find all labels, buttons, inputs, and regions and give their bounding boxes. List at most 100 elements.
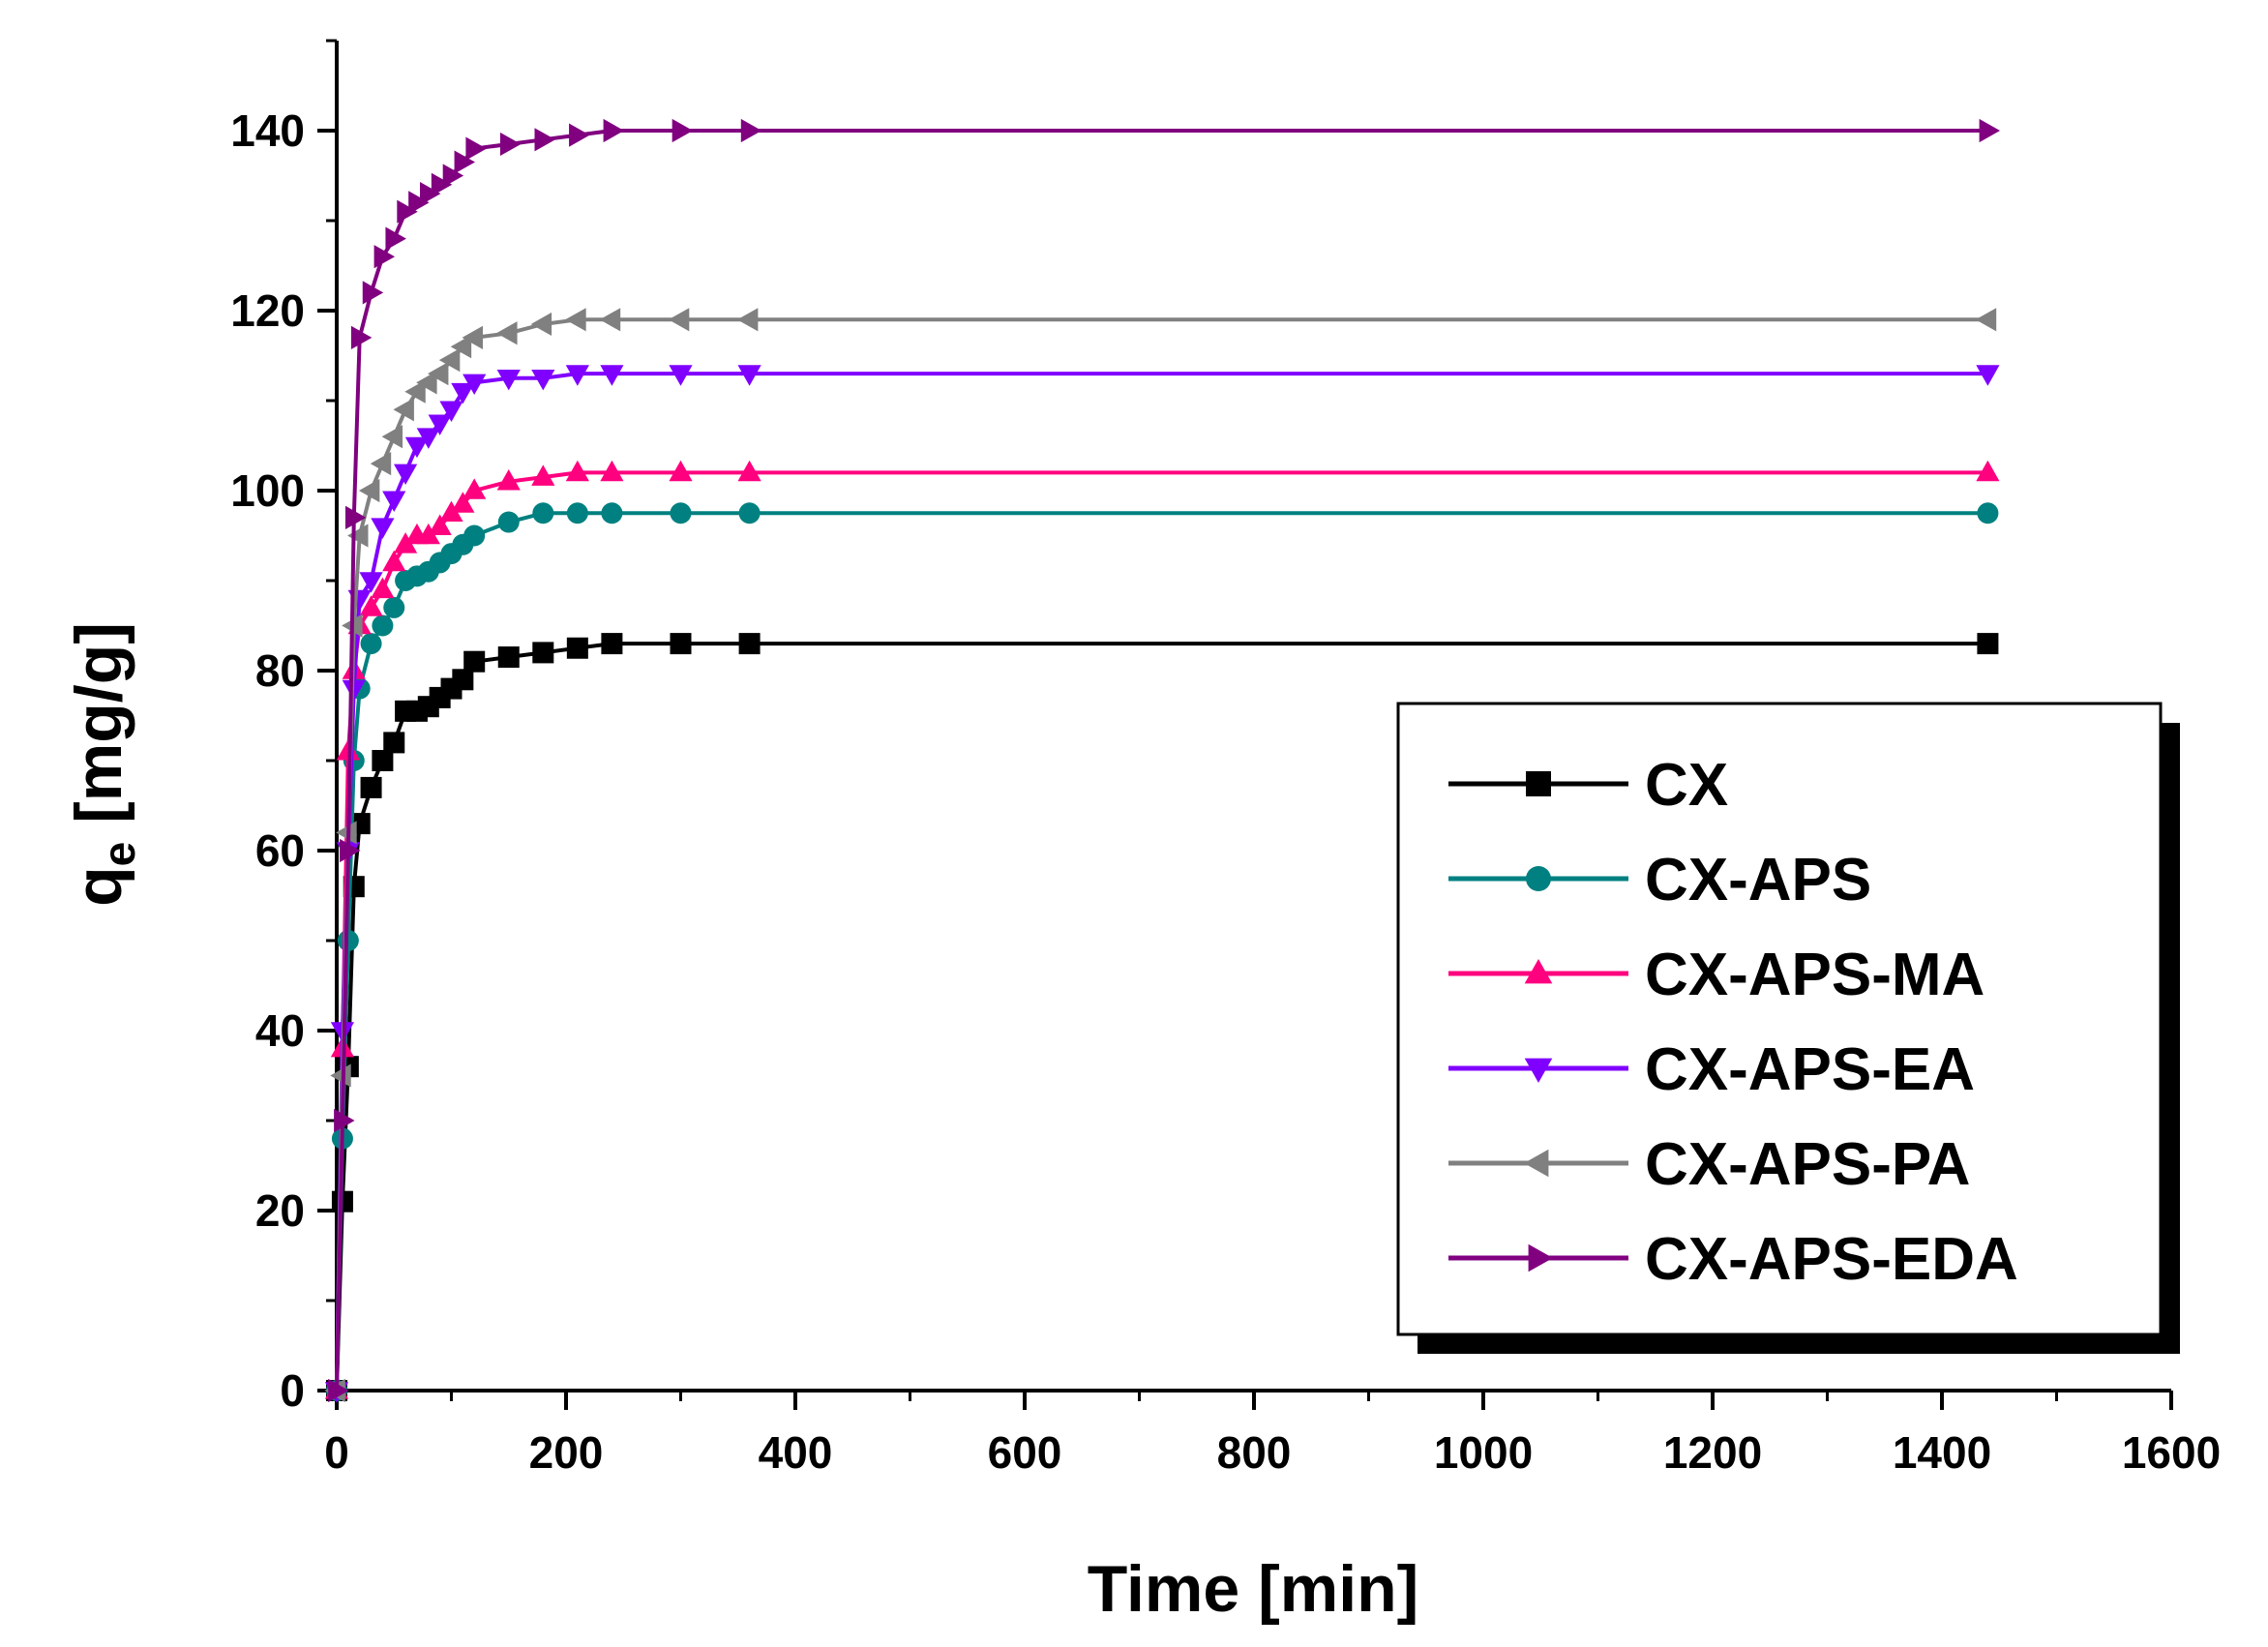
legend-item: CX-APS bbox=[1448, 847, 1871, 913]
data-point bbox=[439, 401, 463, 422]
data-point bbox=[463, 650, 486, 673]
data-point bbox=[530, 312, 552, 337]
y-axis-title-unit: [mg/g] bbox=[62, 622, 135, 842]
data-point bbox=[359, 595, 383, 616]
data-point bbox=[737, 365, 761, 386]
data-point bbox=[328, 1378, 349, 1403]
legend-label: CX-APS-EA bbox=[1645, 1036, 1975, 1103]
y-tick-label: 20 bbox=[255, 1185, 305, 1236]
data-point bbox=[670, 633, 692, 655]
series-cx-aps-eda bbox=[328, 118, 2001, 1403]
data-point bbox=[344, 505, 367, 529]
data-point bbox=[600, 460, 624, 482]
x-tick-label: 600 bbox=[988, 1427, 1062, 1478]
y-tick-label: 80 bbox=[255, 645, 305, 696]
data-point bbox=[416, 523, 440, 545]
data-point bbox=[373, 245, 396, 269]
data-point bbox=[1979, 118, 2001, 143]
data-point bbox=[600, 365, 624, 386]
series-layer bbox=[324, 118, 2001, 1403]
legend-label: CX-APS-PA bbox=[1645, 1131, 1970, 1198]
data-point bbox=[382, 550, 406, 572]
data-point bbox=[439, 500, 463, 523]
data-point bbox=[371, 518, 395, 539]
data-point bbox=[671, 118, 694, 143]
y-tick-label: 40 bbox=[255, 1005, 305, 1056]
data-point bbox=[404, 379, 426, 404]
data-point bbox=[451, 382, 475, 404]
data-point bbox=[383, 732, 405, 754]
legend-box bbox=[1396, 702, 2163, 1336]
data-point bbox=[1977, 633, 1999, 655]
data-point bbox=[669, 460, 693, 482]
data-point bbox=[362, 281, 384, 305]
data-point bbox=[569, 123, 590, 147]
x-tick-label: 800 bbox=[1217, 1427, 1292, 1478]
data-point bbox=[737, 460, 761, 482]
data-point bbox=[565, 460, 589, 482]
x-axis-title: Time [min] bbox=[1088, 1552, 1419, 1626]
legend-item: CX-APS-EA bbox=[1448, 1036, 1975, 1103]
y-axis-title-subscript: e bbox=[94, 842, 144, 867]
data-point bbox=[1976, 460, 2000, 482]
data-point bbox=[496, 369, 521, 391]
data-point bbox=[565, 365, 589, 386]
data-point bbox=[442, 164, 464, 188]
data-point bbox=[499, 132, 522, 157]
data-point bbox=[534, 128, 555, 152]
data-point bbox=[330, 1063, 351, 1088]
data-point bbox=[496, 469, 521, 491]
x-axis: 0 200 400 600 800 1000 1200 1400 1600 bbox=[324, 1391, 2221, 1478]
data-point bbox=[372, 750, 394, 771]
data-point bbox=[416, 428, 440, 449]
data-point bbox=[668, 308, 690, 332]
data-point bbox=[603, 118, 625, 143]
data-point bbox=[1977, 502, 1999, 524]
x-tick-label: 1600 bbox=[2122, 1427, 2221, 1478]
legend-marker bbox=[1524, 1149, 1549, 1178]
y-tick-label: 100 bbox=[230, 465, 305, 516]
data-point bbox=[428, 362, 449, 386]
y-tick-label: 0 bbox=[280, 1365, 305, 1416]
data-point bbox=[463, 524, 486, 547]
data-point bbox=[393, 398, 414, 422]
data-point bbox=[1976, 365, 2000, 386]
data-point bbox=[360, 776, 382, 798]
data-point bbox=[394, 464, 418, 486]
data-point bbox=[599, 308, 621, 332]
x-tick-label: 0 bbox=[324, 1427, 349, 1478]
x-tick-label: 1400 bbox=[1893, 1427, 1991, 1478]
legend-marker bbox=[1528, 1243, 1553, 1273]
data-point bbox=[601, 502, 623, 524]
data-point bbox=[450, 335, 472, 359]
data-point bbox=[336, 821, 357, 845]
data-point bbox=[428, 514, 452, 535]
data-point bbox=[394, 532, 418, 554]
legend-label: CX-APS-EDA bbox=[1645, 1226, 2018, 1293]
data-point bbox=[404, 436, 430, 459]
data-point bbox=[465, 136, 487, 161]
y-axis-title: qe [mg/g] bbox=[62, 622, 144, 907]
data-point bbox=[397, 199, 418, 224]
legend-item: CX-APS-MA bbox=[1448, 942, 1984, 1008]
data-point bbox=[370, 452, 392, 476]
data-point bbox=[420, 182, 441, 206]
data-point bbox=[462, 325, 483, 349]
legend-label: CX-APS-MA bbox=[1645, 942, 1984, 1008]
data-point bbox=[340, 838, 361, 863]
data-point bbox=[601, 633, 623, 655]
series-cx-aps-pa bbox=[324, 308, 1997, 1403]
y-tick-label: 120 bbox=[230, 285, 305, 336]
data-point bbox=[531, 464, 555, 486]
data-point bbox=[359, 572, 383, 593]
legend-item: CX-APS-PA bbox=[1448, 1131, 1970, 1198]
series-cx-aps-ea bbox=[324, 365, 2000, 1403]
data-point bbox=[463, 478, 487, 499]
data-point bbox=[428, 414, 452, 435]
legend-marker bbox=[1524, 959, 1553, 984]
data-point bbox=[1975, 308, 1997, 332]
legend-marker bbox=[1526, 771, 1551, 796]
data-point bbox=[566, 637, 588, 659]
x-tick-label: 1200 bbox=[1663, 1427, 1762, 1478]
